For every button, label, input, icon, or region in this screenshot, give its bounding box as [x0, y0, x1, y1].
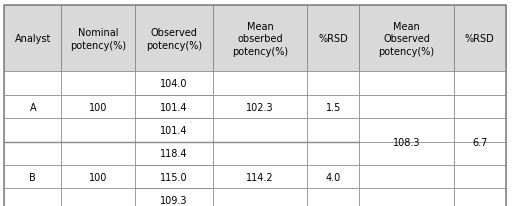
- Bar: [135, 95, 213, 119]
- Bar: [454, 95, 506, 119]
- Text: 6.7: 6.7: [472, 137, 488, 147]
- Bar: [4, 188, 61, 206]
- Text: B: B: [30, 172, 36, 182]
- Text: Mean
obserbed
potency(%): Mean obserbed potency(%): [232, 22, 288, 56]
- Text: 101.4: 101.4: [160, 102, 188, 112]
- Bar: [359, 119, 454, 142]
- Bar: [454, 142, 506, 165]
- Bar: [61, 95, 135, 119]
- Text: Analyst: Analyst: [15, 34, 51, 44]
- Bar: [4, 6, 61, 72]
- Bar: [359, 95, 454, 119]
- Text: 108.3: 108.3: [393, 137, 420, 147]
- Bar: [359, 6, 454, 72]
- Bar: [359, 142, 454, 165]
- Bar: [454, 6, 506, 72]
- Bar: [359, 72, 454, 95]
- Text: 109.3: 109.3: [160, 195, 188, 205]
- Text: A: A: [30, 102, 36, 112]
- Bar: [61, 188, 135, 206]
- Bar: [61, 6, 135, 72]
- Bar: [135, 165, 213, 188]
- Bar: [4, 72, 61, 95]
- Bar: [61, 72, 135, 95]
- Text: 114.2: 114.2: [246, 172, 274, 182]
- Bar: [4, 95, 61, 119]
- Bar: [213, 72, 307, 95]
- Bar: [307, 72, 359, 95]
- Text: 102.3: 102.3: [246, 102, 274, 112]
- Bar: [213, 119, 307, 142]
- Bar: [4, 165, 61, 188]
- Bar: [213, 95, 307, 119]
- Bar: [213, 165, 307, 188]
- Bar: [307, 95, 359, 119]
- Bar: [135, 188, 213, 206]
- Text: 101.4: 101.4: [160, 125, 188, 135]
- Bar: [454, 165, 506, 188]
- Text: 1.5: 1.5: [325, 102, 341, 112]
- Text: 115.0: 115.0: [160, 172, 188, 182]
- Text: 104.0: 104.0: [160, 79, 188, 89]
- Text: 118.4: 118.4: [160, 149, 188, 159]
- Bar: [135, 142, 213, 165]
- Bar: [454, 72, 506, 95]
- Bar: [454, 188, 506, 206]
- Text: Mean
Observed
potency(%): Mean Observed potency(%): [378, 22, 435, 56]
- Bar: [213, 142, 307, 165]
- Bar: [4, 119, 61, 142]
- Bar: [359, 188, 454, 206]
- Text: Observed
potency(%): Observed potency(%): [146, 28, 202, 50]
- Bar: [4, 142, 61, 165]
- Bar: [61, 119, 135, 142]
- Bar: [135, 119, 213, 142]
- Bar: [61, 142, 135, 165]
- Bar: [307, 119, 359, 142]
- Text: %RSD: %RSD: [319, 34, 348, 44]
- Text: %RSD: %RSD: [465, 34, 494, 44]
- Bar: [359, 165, 454, 188]
- Bar: [213, 6, 307, 72]
- Bar: [213, 188, 307, 206]
- Text: 100: 100: [89, 172, 107, 182]
- Bar: [307, 6, 359, 72]
- Bar: [135, 6, 213, 72]
- Text: Nominal
potency(%): Nominal potency(%): [70, 28, 126, 50]
- Text: 100: 100: [89, 102, 107, 112]
- Bar: [307, 142, 359, 165]
- Bar: [307, 165, 359, 188]
- Bar: [307, 188, 359, 206]
- Bar: [61, 165, 135, 188]
- Text: 4.0: 4.0: [326, 172, 341, 182]
- Bar: [135, 72, 213, 95]
- Bar: [454, 119, 506, 142]
